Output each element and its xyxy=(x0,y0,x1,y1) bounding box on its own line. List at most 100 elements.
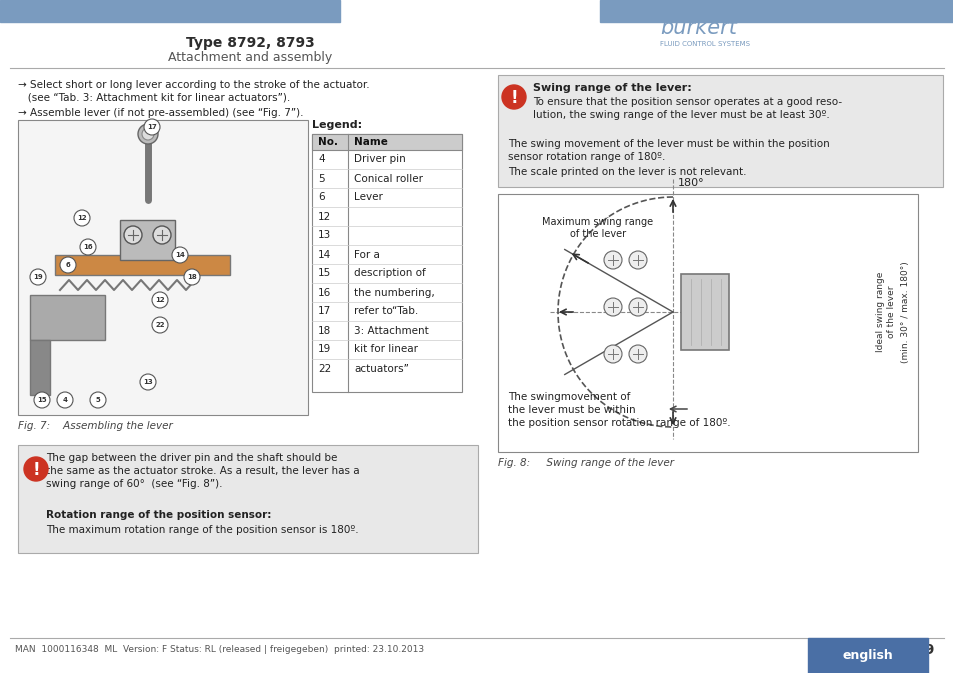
Text: 16: 16 xyxy=(317,287,331,297)
Text: 19: 19 xyxy=(317,345,331,355)
Text: description of: description of xyxy=(354,269,425,279)
Text: Type 8792, 8793: Type 8792, 8793 xyxy=(186,36,314,50)
Bar xyxy=(807,638,927,673)
Text: !: ! xyxy=(510,89,517,107)
Circle shape xyxy=(142,128,153,140)
Circle shape xyxy=(603,345,621,363)
Text: 6: 6 xyxy=(317,192,324,203)
Text: bürkert: bürkert xyxy=(659,18,736,38)
Circle shape xyxy=(57,392,73,408)
Circle shape xyxy=(172,247,188,263)
Text: Rotation range of the position sensor:: Rotation range of the position sensor: xyxy=(46,510,271,520)
Text: 17: 17 xyxy=(147,124,156,130)
Text: 4: 4 xyxy=(317,155,324,164)
Circle shape xyxy=(184,269,200,285)
Text: 22: 22 xyxy=(155,322,165,328)
Text: 6: 6 xyxy=(66,262,71,268)
Bar xyxy=(120,220,174,260)
Circle shape xyxy=(501,85,525,109)
Text: 180°: 180° xyxy=(678,178,704,188)
Bar xyxy=(497,75,942,187)
Circle shape xyxy=(74,210,90,226)
Text: 18: 18 xyxy=(187,274,196,280)
Text: 19: 19 xyxy=(915,643,934,657)
Text: 5: 5 xyxy=(95,397,100,403)
Text: → Assemble lever (if not pre-assembled) (see “Fig. 7”).: → Assemble lever (if not pre-assembled) … xyxy=(18,108,303,118)
Text: Attachment and assembly: Attachment and assembly xyxy=(168,51,332,64)
Bar xyxy=(680,274,728,350)
Text: actuators”: actuators” xyxy=(354,363,409,374)
Circle shape xyxy=(140,374,156,390)
Bar xyxy=(497,194,917,452)
Circle shape xyxy=(628,345,646,363)
Text: 15: 15 xyxy=(317,269,331,279)
Text: 16: 16 xyxy=(83,244,92,250)
Text: kit for linear: kit for linear xyxy=(354,345,417,355)
Circle shape xyxy=(603,298,621,316)
Bar xyxy=(30,340,50,395)
Text: Ideal swing range
of the lever: Ideal swing range of the lever xyxy=(876,272,895,352)
Text: Maximum swing range
of the lever: Maximum swing range of the lever xyxy=(542,217,653,239)
Circle shape xyxy=(34,392,50,408)
Text: FLUID CONTROL SYSTEMS: FLUID CONTROL SYSTEMS xyxy=(659,41,749,47)
Text: !: ! xyxy=(32,461,40,479)
Bar xyxy=(599,0,953,22)
Circle shape xyxy=(152,226,171,244)
Circle shape xyxy=(24,457,48,481)
Text: → Select short or long lever according to the stroke of the actuator.: → Select short or long lever according t… xyxy=(18,80,369,90)
Text: 15: 15 xyxy=(37,397,47,403)
Text: Fig. 8:     Swing range of the lever: Fig. 8: Swing range of the lever xyxy=(497,458,673,468)
Text: 60°: 60° xyxy=(680,312,699,322)
Text: To ensure that the position sensor operates at a good reso-
lution, the swing ra: To ensure that the position sensor opera… xyxy=(533,97,841,120)
Text: 13: 13 xyxy=(317,230,331,240)
Text: The maximum rotation range of the position sensor is 180º.: The maximum rotation range of the positi… xyxy=(46,525,358,535)
Circle shape xyxy=(152,317,168,333)
Text: Legend:: Legend: xyxy=(312,120,362,130)
Text: 14: 14 xyxy=(175,252,185,258)
Circle shape xyxy=(152,292,168,308)
Text: 4: 4 xyxy=(63,397,68,403)
Bar xyxy=(0,0,339,22)
Text: Driver pin: Driver pin xyxy=(354,155,405,164)
Circle shape xyxy=(80,239,96,255)
Text: 19: 19 xyxy=(33,274,43,280)
Text: 18: 18 xyxy=(317,326,331,336)
Circle shape xyxy=(138,124,158,144)
Text: refer to“Tab.: refer to“Tab. xyxy=(354,306,417,316)
Circle shape xyxy=(144,119,160,135)
Text: 13: 13 xyxy=(143,379,152,385)
Text: 12: 12 xyxy=(77,215,87,221)
Bar xyxy=(55,255,230,275)
Text: 17: 17 xyxy=(317,306,331,316)
Bar xyxy=(18,445,477,553)
Circle shape xyxy=(124,226,142,244)
Text: the numbering,: the numbering, xyxy=(354,287,435,297)
Text: (min. 30° / max. 180°): (min. 30° / max. 180°) xyxy=(901,261,909,363)
Text: 12: 12 xyxy=(155,297,165,303)
Circle shape xyxy=(30,269,46,285)
Text: 22: 22 xyxy=(317,363,331,374)
Text: No.: No. xyxy=(317,137,337,147)
Text: 5: 5 xyxy=(317,174,324,184)
Text: For a: For a xyxy=(354,250,379,260)
Circle shape xyxy=(603,251,621,269)
Text: Name: Name xyxy=(354,137,388,147)
Text: (see “Tab. 3: Attachment kit for linear actuators”).: (see “Tab. 3: Attachment kit for linear … xyxy=(18,93,290,103)
Circle shape xyxy=(628,251,646,269)
Bar xyxy=(312,134,461,150)
Bar xyxy=(18,120,308,415)
Circle shape xyxy=(628,298,646,316)
Bar xyxy=(312,134,461,392)
Text: The swingmovement of
the lever must be within
the position sensor rotation range: The swingmovement of the lever must be w… xyxy=(507,392,730,429)
Text: english: english xyxy=(841,649,892,662)
Circle shape xyxy=(60,257,76,273)
Circle shape xyxy=(90,392,106,408)
Text: 12: 12 xyxy=(317,211,331,221)
Text: 14: 14 xyxy=(317,250,331,260)
Text: Lever: Lever xyxy=(354,192,382,203)
Text: Conical roller: Conical roller xyxy=(354,174,422,184)
Text: 3: Attachment: 3: Attachment xyxy=(354,326,428,336)
Text: The scale printed on the lever is not relevant.: The scale printed on the lever is not re… xyxy=(507,167,745,177)
Text: Fig. 7:    Assembling the lever: Fig. 7: Assembling the lever xyxy=(18,421,172,431)
Text: The swing movement of the lever must be within the position
sensor rotation rang: The swing movement of the lever must be … xyxy=(507,139,829,162)
